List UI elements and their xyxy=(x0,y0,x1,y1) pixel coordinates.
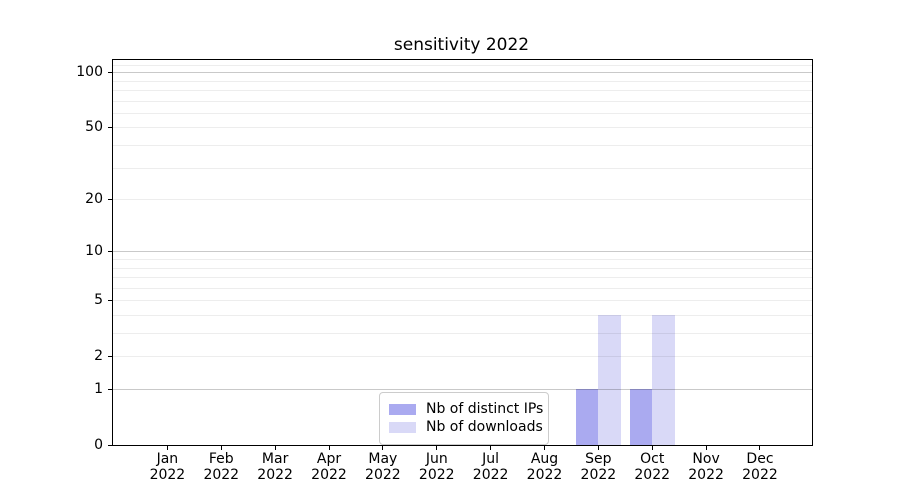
bar-downloads xyxy=(598,314,621,445)
x-tick xyxy=(382,446,384,450)
bar-distinct-ips xyxy=(629,389,653,445)
x-tick xyxy=(274,446,276,450)
x-tick xyxy=(490,446,492,450)
legend-swatch-distinct-ips xyxy=(389,403,416,415)
x-tick xyxy=(328,446,330,450)
y-tick-label: 10 xyxy=(85,243,103,260)
x-tick-label: Jul 2022 xyxy=(472,451,509,483)
legend-item-downloads: Nb of downloads xyxy=(389,419,543,435)
legend-label-distinct-ips: Nb of distinct IPs xyxy=(426,401,544,417)
gridline-minor xyxy=(113,127,812,129)
x-tick-label: Mar 2022 xyxy=(257,451,293,483)
legend-item-distinct-ips: Nb of distinct IPs xyxy=(389,401,543,417)
legend: Nb of distinct IPs Nb of downloads xyxy=(379,392,549,445)
gridline-major xyxy=(113,389,812,390)
gridline-major xyxy=(113,72,812,74)
y-tick xyxy=(108,126,112,128)
bar-downloads xyxy=(652,314,675,445)
x-tick xyxy=(220,446,222,450)
x-tick xyxy=(759,446,761,450)
x-tick xyxy=(651,446,653,450)
gridline-minor xyxy=(113,199,812,201)
x-tick-label: Dec 2022 xyxy=(742,451,778,483)
y-tick-label: 0 xyxy=(94,437,103,453)
gridline-minor xyxy=(113,80,812,82)
x-tick xyxy=(436,446,438,450)
gridline-minor xyxy=(113,333,812,335)
y-tick xyxy=(108,388,112,390)
x-tick xyxy=(543,446,545,450)
gridline-minor xyxy=(113,356,812,358)
x-tick xyxy=(166,446,168,450)
gridline-minor xyxy=(113,112,812,114)
gridline-minor xyxy=(113,167,812,169)
y-tick xyxy=(108,71,112,73)
x-tick-label: Sep 2022 xyxy=(580,451,617,483)
legend-label-downloads: Nb of downloads xyxy=(426,419,543,435)
gridline-minor xyxy=(113,300,812,302)
y-tick xyxy=(108,198,112,200)
x-tick xyxy=(705,446,707,450)
y-tick-label: 50 xyxy=(85,119,103,136)
gridline-minor xyxy=(113,145,812,147)
gridline-minor xyxy=(113,314,812,316)
x-tick-label: Apr 2022 xyxy=(311,451,347,483)
y-tick xyxy=(108,299,112,301)
x-tick-label: Oct 2022 xyxy=(634,451,671,483)
x-tick-label: Feb 2022 xyxy=(203,451,240,483)
gridline-major xyxy=(113,251,812,253)
y-tick-label: 20 xyxy=(85,191,103,208)
y-tick-label: 2 xyxy=(94,348,103,365)
gridline-minor xyxy=(113,267,812,269)
x-tick-label: Nov 2022 xyxy=(688,451,724,483)
plot-area: 0 1 2 5 10 20 50 100 Jan 2022 Feb 2022 Mar 2022 Apr 202… xyxy=(76,59,813,483)
y-tick xyxy=(108,444,112,446)
gridline-minor xyxy=(113,259,812,260)
x-tick-label: Aug 2022 xyxy=(526,451,563,483)
x-tick-label: Jan 2022 xyxy=(149,451,186,483)
y-tick xyxy=(108,250,112,252)
gridline-minor xyxy=(113,100,812,102)
gridline-minor xyxy=(113,277,812,279)
legend-swatch-downloads xyxy=(389,421,416,433)
y-tick-label: 100 xyxy=(76,64,103,81)
chart-title: sensitivity 2022 xyxy=(393,35,530,55)
x-tick-label: May 2022 xyxy=(365,451,401,483)
bar-distinct-ips xyxy=(575,389,599,445)
x-tick xyxy=(597,446,599,450)
y-tick-label: 1 xyxy=(94,381,103,397)
y-tick xyxy=(108,355,112,357)
x-tick-label: Jun 2022 xyxy=(418,451,455,483)
gridline-minor xyxy=(113,287,812,289)
gridline-minor xyxy=(113,64,812,66)
y-tick-label: 5 xyxy=(94,292,103,309)
gridline-minor xyxy=(113,90,812,92)
